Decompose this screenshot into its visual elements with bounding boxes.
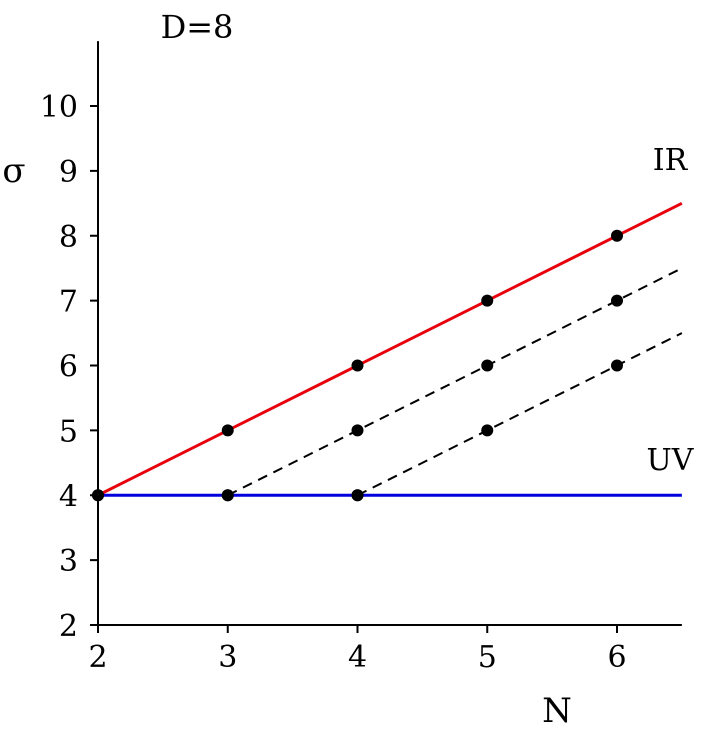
chart-title: D=8 [161, 8, 234, 46]
data-point-dashed-2-1 [351, 424, 364, 437]
y-tick-label-8: 8 [59, 220, 78, 255]
data-point-dashed-2-0 [221, 489, 234, 502]
x-tick-label-4: 4 [348, 640, 367, 675]
y-tick-label-4: 4 [59, 479, 78, 514]
y-axis-label: σ [2, 151, 25, 191]
data-point-dashed-2-3 [611, 294, 623, 307]
data-point-dashed-3-1 [481, 424, 494, 437]
y-tick-label-5: 5 [59, 414, 78, 449]
data-point-dashed-3-2 [611, 359, 623, 372]
y-tick-label-6: 6 [59, 350, 78, 385]
x-tick-label-5: 5 [478, 640, 497, 675]
data-point-ir-4 [611, 229, 623, 242]
data-point-dashed-2-2 [481, 359, 494, 372]
y-tick-label-7: 7 [59, 285, 78, 320]
y-tick-label-9: 9 [59, 155, 78, 190]
y-tick-label-2: 2 [59, 609, 78, 644]
data-point-uv-0 [92, 489, 104, 502]
x-tick-label-6: 6 [607, 640, 626, 675]
x-tick-label-2: 2 [88, 640, 107, 675]
data-point-ir-2 [351, 359, 364, 372]
data-point-dashed-3-0 [351, 489, 364, 502]
series-label-uv: UV [647, 443, 695, 478]
series-label-ir: IR [653, 143, 689, 178]
y-tick-label-10: 10 [40, 90, 78, 125]
series-line-ir [97, 201, 683, 497]
series-line-dashed-3 [357, 332, 683, 497]
x-axis-label: N [542, 691, 572, 731]
data-point-ir-1 [221, 424, 234, 437]
data-point-ir-3 [481, 294, 494, 307]
y-tick-label-3: 3 [59, 544, 78, 579]
x-tick-label-3: 3 [218, 640, 237, 675]
